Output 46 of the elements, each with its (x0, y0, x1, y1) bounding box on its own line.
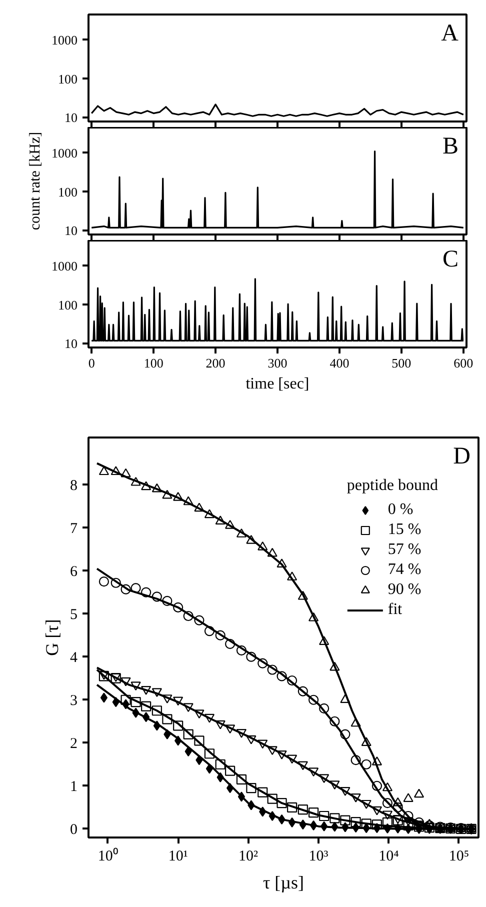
y-tick-label: 3 (70, 692, 78, 709)
x-axis-title: τ [µs] (262, 872, 304, 892)
x-tick-label: 10⁰ (98, 848, 118, 864)
x-tick-label: 400 (330, 356, 350, 370)
x-tick-label: 10³ (308, 848, 329, 864)
x-tick-label: 100 (144, 356, 164, 370)
legend-label: 90 % (388, 581, 422, 599)
x-tick-label: 500 (392, 356, 412, 370)
y-tick-label: 1000 (52, 258, 78, 274)
legend-label: 57 % (388, 541, 422, 559)
legend-label: 74 % (388, 561, 422, 579)
y-axis-title: G [τ] (42, 619, 62, 656)
x-tick-label: 10¹ (168, 848, 188, 864)
y-tick-label: 5 (70, 606, 78, 623)
y-tick-label: 10 (64, 110, 78, 126)
y-tick-label: 1000 (52, 32, 78, 48)
x-tick-label: 10² (238, 848, 259, 864)
x-tick-label: 10⁴ (378, 848, 399, 864)
y-tick-label: 10 (64, 336, 78, 352)
x-tick-label: 200 (206, 356, 226, 370)
y-tick-label: 100 (58, 184, 78, 200)
annotation: B (442, 134, 459, 160)
x-axis-title: time [sec] (246, 376, 310, 392)
legend-label: 15 % (388, 521, 422, 539)
legend-label: 0 % (388, 501, 414, 519)
annotation: D (453, 444, 471, 470)
y-tick-label: 1 (70, 778, 78, 795)
x-tick-label: 0 (88, 356, 95, 370)
y-tick-label: 6 (70, 564, 78, 580)
y-tick-label: 100 (58, 71, 78, 86)
legend-title: peptide bound (346, 477, 438, 495)
y-tick-label: 4 (70, 650, 78, 666)
annotation: C (442, 246, 459, 272)
x-tick-label: 10⁵ (448, 848, 470, 864)
y-axis-title: count rate [kHz] (28, 132, 44, 230)
annotation: A (441, 20, 460, 46)
x-tick-label: 600 (454, 356, 474, 370)
y-tick-label: 2 (70, 736, 78, 752)
y-tick-label: 10 (64, 223, 78, 238)
legend-label: fit (388, 601, 404, 619)
y-tick-label: 0 (70, 822, 78, 838)
y-tick-label: 100 (58, 297, 78, 312)
y-tick-label: 7 (70, 520, 78, 537)
y-tick-label: 1000 (52, 145, 78, 160)
x-tick-label: 300 (268, 356, 288, 370)
y-tick-label: 8 (70, 478, 78, 494)
